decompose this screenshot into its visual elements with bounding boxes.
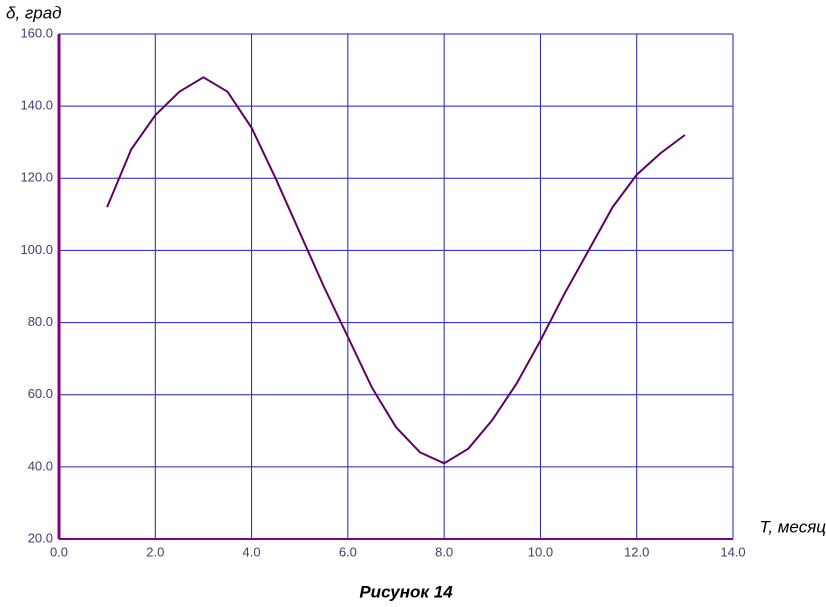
x-tick-label: 6.0 <box>339 544 357 559</box>
x-tick-label: 14.0 <box>720 544 745 559</box>
y-tick-label: 100.0 <box>20 242 53 257</box>
x-tick-label: 12.0 <box>624 544 649 559</box>
x-axis-label: T, месяц <box>760 517 826 536</box>
y-tick-label: 60.0 <box>28 386 53 401</box>
caption: Рисунок 14 <box>359 582 453 601</box>
x-tick-label: 8.0 <box>435 544 453 559</box>
y-tick-label: 140.0 <box>20 98 53 113</box>
x-tick-label: 2.0 <box>146 544 164 559</box>
y-tick-label: 160.0 <box>20 25 53 40</box>
y-tick-label: 40.0 <box>28 458 53 473</box>
x-tick-label: 10.0 <box>528 544 553 559</box>
y-tick-label: 80.0 <box>28 314 53 329</box>
data-line <box>106 76 686 465</box>
x-tick-label: 4.0 <box>243 544 261 559</box>
y-tick-label: 20.0 <box>28 530 53 545</box>
y-tick-label: 120.0 <box>20 170 53 185</box>
y-axis-label: δ, град <box>6 3 62 22</box>
x-tick-label: 0.0 <box>50 544 68 559</box>
